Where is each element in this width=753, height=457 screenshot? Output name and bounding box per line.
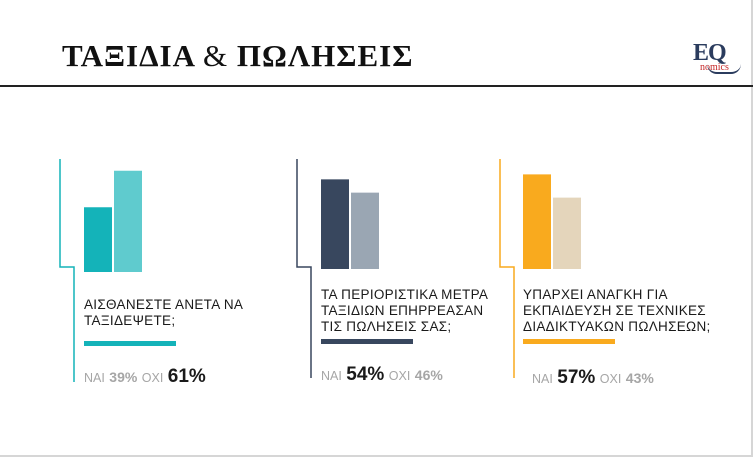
question-2-line-1: ΤΑ ΠΕΡΙΟΡΙΣΤΙΚΑ ΜΕΤΡΑ	[321, 287, 489, 302]
no-value-3: 43%	[625, 370, 654, 386]
question-3-line-2: ΕΚΠΑΙΔΕΥΣΗ ΣΕ ΤΕΧΝΙΚΕΣ	[523, 303, 706, 318]
question-2-line-3: ΤΙΣ ΠΩΛΗΣΕΙΣ ΣΑΣ;	[321, 319, 452, 334]
bar-2-no	[351, 192, 379, 269]
eqnomics-logo: EQ nomics	[693, 40, 749, 80]
bar-1-no	[114, 170, 142, 272]
bar-1-yes	[84, 207, 112, 272]
question-text-2: ΤΑ ΠΕΡΙΟΡΙΣΤΙΚΑ ΜΕΤΡΑ ΤΑΞΙΔΙΩΝ ΕΠΗΡΡΕΑΣΑ…	[321, 287, 488, 335]
answer-row-3: ΝΑΙ 57% ΟΧΙ 43%	[532, 367, 654, 389]
title-ampersand: &	[203, 38, 229, 73]
no-label-2: ΟΧΙ	[388, 369, 411, 383]
logo-swoosh-icon	[707, 64, 741, 74]
bar-3-no	[553, 197, 581, 269]
question-underline-2	[321, 339, 413, 344]
answer-row-2: ΝΑΙ 54% ΟΧΙ 46%	[321, 364, 443, 386]
yes-label-1: ΝΑΙ	[84, 371, 105, 385]
question-underline-3	[523, 339, 615, 344]
logo-main-text: EQ	[693, 40, 727, 66]
question-underline-1	[84, 341, 176, 346]
yes-label-2: ΝΑΙ	[321, 369, 342, 383]
bar-3-yes	[523, 174, 551, 269]
bar-2-yes	[321, 179, 349, 269]
question-text-3: ΥΠΑΡΧΕΙ ΑΝΑΓΚΗ ΓΙΑ ΕΚΠΑΙΔΕΥΣΗ ΣΕ ΤΕΧΝΙΚΕ…	[523, 287, 711, 335]
question-text-1: ΑΙΣΘΑΝΕΣΤΕ ΑΝΕΤΑ ΝΑ ΤΑΞΙΔΕΨΕΤΕ;	[84, 297, 243, 329]
yes-label-3: ΝΑΙ	[532, 372, 553, 386]
question-3-line-1: ΥΠΑΡΧΕΙ ΑΝΑΓΚΗ ΓΙΑ	[523, 287, 668, 302]
title-part-1: ΤΑΞΙΔΙΑ	[62, 38, 195, 73]
question-1-line-2: ΤΑΞΙΔΕΨΕΤΕ;	[84, 313, 176, 328]
no-value-1: 61%	[167, 366, 206, 387]
yes-value-1: 39%	[109, 369, 138, 385]
connector-line-2	[296, 159, 312, 378]
page-title: ΤΑΞΙΔΙΑ & ΠΩΛΗΣΕΙΣ	[62, 38, 413, 74]
yes-value-3: 57%	[557, 367, 596, 388]
question-2-line-2: ΤΑΞΙΔΙΩΝ ΕΠΗΡΡΕΑΣΑΝ	[321, 303, 484, 318]
question-3-line-3: ΔΙΑΔΙΚΤΥΑΚΩΝ ΠΩΛΗΣΕΩΝ;	[523, 319, 711, 334]
yes-value-2: 54%	[346, 364, 385, 385]
no-value-2: 46%	[414, 367, 443, 383]
header-divider	[0, 85, 753, 87]
no-label-3: ΟΧΙ	[599, 372, 622, 386]
title-part-2: ΠΩΛΗΣΕΙΣ	[236, 38, 414, 73]
connector-line-3	[499, 159, 515, 378]
question-1-line-1: ΑΙΣΘΑΝΕΣΤΕ ΑΝΕΤΑ ΝΑ	[84, 297, 244, 312]
connector-line-1	[59, 159, 75, 382]
answer-row-1: ΝΑΙ 39% ΟΧΙ 61%	[84, 366, 206, 388]
no-label-1: ΟΧΙ	[141, 371, 164, 385]
